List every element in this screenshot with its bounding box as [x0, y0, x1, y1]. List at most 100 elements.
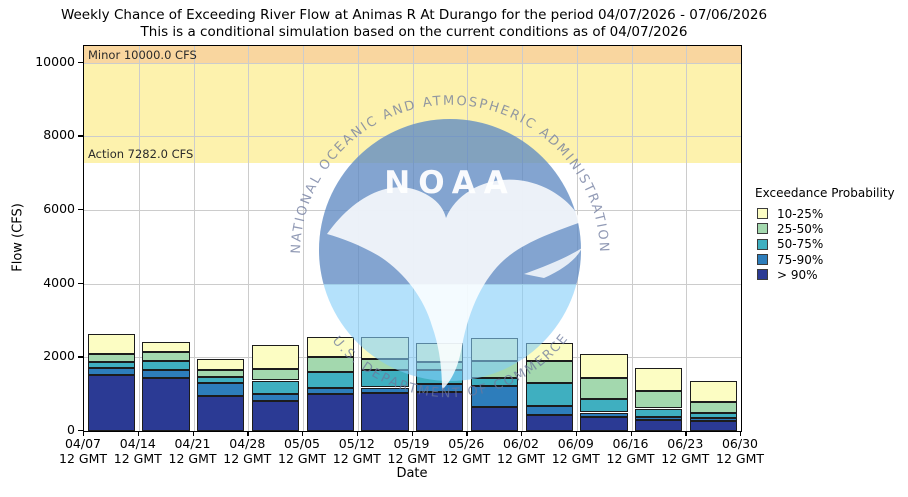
x-tick-date-05/26: 05/26 — [448, 436, 485, 451]
bar-segment-04/28-25-50 — [251, 369, 300, 381]
bar-segment-04/28-90 — [251, 400, 300, 431]
x-tick-gmt-06/30: 12 GMT — [716, 451, 764, 466]
bar-segment-04/21-90 — [197, 395, 245, 431]
bar-segment-04/07-90 — [87, 375, 135, 431]
legend: Exceedance Probability 10-25% 25-50% 50-75… — [755, 186, 905, 282]
y-tick-mark-10000 — [78, 61, 83, 63]
legend-item-50-75: 50-75% — [755, 237, 905, 252]
x-tick-gmt-05/05: 12 GMT — [278, 451, 326, 466]
legend-swatch-75-90 — [757, 254, 768, 266]
x-tick-mark-04/21 — [192, 431, 194, 436]
bar-segment-06/16-50-75 — [635, 408, 683, 417]
bar-segment-05/05-90 — [306, 394, 354, 431]
bar-segment-05/12-90 — [361, 392, 409, 431]
legend-item-10-25: 10-25% — [755, 206, 905, 221]
x-tick-date-05/19: 05/19 — [393, 436, 430, 451]
x-tick-mark-04/07 — [83, 431, 85, 436]
minor-threshold-label: Minor 10000.0 CFS — [88, 48, 197, 63]
x-tick-date-06/16: 06/16 — [612, 436, 649, 451]
x-tick-mark-05/19 — [411, 431, 413, 436]
x-tick-date-06/09: 06/09 — [557, 436, 594, 451]
bar-segment-04/14-90 — [142, 377, 190, 431]
x-tick-date-06/30: 06/30 — [721, 436, 759, 451]
bar-segment-05/05-10-25 — [306, 337, 354, 357]
y-tick-mark-0 — [78, 430, 83, 432]
bar-segment-06/23-75-90 — [689, 417, 738, 421]
bar-segment-06/02-75-90 — [525, 405, 573, 415]
bar-segment-04/07-25-50 — [87, 353, 135, 362]
legend-swatch-50-75 — [757, 238, 768, 250]
legend-label: 75-90% — [777, 252, 824, 267]
y-tick-label-6000: 6000 — [43, 200, 75, 216]
gridline-x-06/23 — [686, 46, 688, 431]
bar-segment-06/02-25-50 — [525, 360, 573, 384]
x-tick-mark-05/12 — [356, 431, 359, 436]
y-tick-mark-8000 — [78, 135, 83, 137]
legend-swatch-25-50 — [757, 223, 768, 235]
legend-label: 25-50% — [777, 221, 824, 236]
bar-segment-06/02-90 — [525, 414, 573, 431]
y-tick-label-8000: 8000 — [43, 127, 75, 143]
bar-segment-05/05-75-90 — [306, 388, 354, 395]
bar-segment-06/23-10-25 — [689, 380, 738, 403]
x-tick-date-05/05: 05/05 — [283, 436, 321, 451]
y-tick-label-10000: 10000 — [35, 53, 75, 69]
gridline-x-06/16 — [631, 46, 633, 431]
x-tick-date-04/28: 04/28 — [229, 436, 266, 451]
bar-segment-04/28-75-90 — [251, 393, 300, 401]
chart-subtitle: This is a conditional simulation based o… — [140, 24, 688, 40]
bar-segment-06/09-25-50 — [580, 378, 628, 399]
legend-label: 10-25% — [777, 206, 824, 221]
y-tick-label-4000: 4000 — [43, 274, 75, 290]
legend-label: > 90% — [777, 267, 818, 282]
x-tick-mark-06/23 — [685, 431, 687, 436]
bar-segment-05/26-50-75 — [470, 378, 519, 387]
bar-segment-04/28-10-25 — [251, 344, 300, 370]
legend-swatch-90 — [757, 269, 768, 281]
y-tick-mark-2000 — [78, 356, 83, 358]
gridline-x-04/21 — [193, 46, 195, 431]
bar-segment-06/16-25-50 — [635, 390, 683, 409]
bar-segment-05/05-25-50 — [306, 356, 354, 373]
y-tick-mark-6000 — [78, 208, 83, 211]
x-tick-gmt-06/02: 12 GMT — [497, 451, 545, 466]
chart-title: Weekly Chance of Exceeding River Flow at… — [60, 7, 768, 23]
legend-item-75-90: 75-90% — [755, 252, 905, 267]
bar-segment-06/09-90 — [580, 416, 628, 431]
bar-segment-04/07-75-90 — [87, 368, 135, 375]
legend-title: Exceedance Probability — [755, 186, 895, 200]
bar-segment-06/02-50-75 — [525, 383, 573, 406]
bar-segment-06/16-90 — [635, 419, 683, 431]
x-tick-mark-05/05 — [302, 431, 304, 436]
bar-segment-04/28-50-75 — [251, 380, 300, 394]
bar-segment-05/19-90 — [416, 392, 464, 431]
x-tick-mark-06/16 — [630, 431, 632, 436]
x-tick-gmt-05/12: 12 GMT — [332, 451, 381, 466]
x-tick-gmt-05/26: 12 GMT — [442, 451, 491, 466]
plot-area: NOAA NATIONAL OCEANIC AND ATMOSPHERIC AD… — [83, 45, 742, 432]
bar-segment-04/21-25-50 — [197, 369, 245, 378]
x-tick-gmt-06/09: 12 GMT — [551, 451, 600, 466]
bar-segment-05/26-90 — [470, 406, 519, 431]
noaa-seagull-icon — [327, 179, 581, 390]
noaa-monogram: NOAA — [384, 165, 515, 201]
x-tick-date-05/12: 05/12 — [338, 436, 375, 451]
x-tick-gmt-04/14: 12 GMT — [113, 451, 162, 466]
x-tick-date-06/02: 06/02 — [502, 436, 540, 451]
bar-segment-04/14-25-50 — [142, 352, 190, 361]
bar-segment-06/23-50-75 — [689, 413, 738, 418]
bar-segment-06/09-10-25 — [580, 353, 628, 379]
x-tick-mark-06/02 — [521, 431, 523, 436]
x-axis-title: Date — [396, 466, 428, 481]
noaa-swoosh-icon — [524, 248, 582, 278]
bar-segment-06/23-90 — [689, 420, 738, 431]
bar-segment-04/14-75-90 — [142, 369, 190, 378]
action-threshold-label: Action 7282.0 CFS — [88, 147, 194, 162]
noaa-logo-watermark: NOAA NATIONAL OCEANIC AND ATMOSPHERIC AD… — [289, 94, 609, 402]
bar-segment-05/12-75-90 — [361, 387, 409, 393]
x-tick-date-04/14: 04/14 — [119, 436, 156, 451]
legend-swatch-10-25 — [757, 208, 768, 220]
y-tick-label-0: 0 — [67, 422, 75, 437]
bar-segment-04/21-75-90 — [197, 383, 245, 396]
